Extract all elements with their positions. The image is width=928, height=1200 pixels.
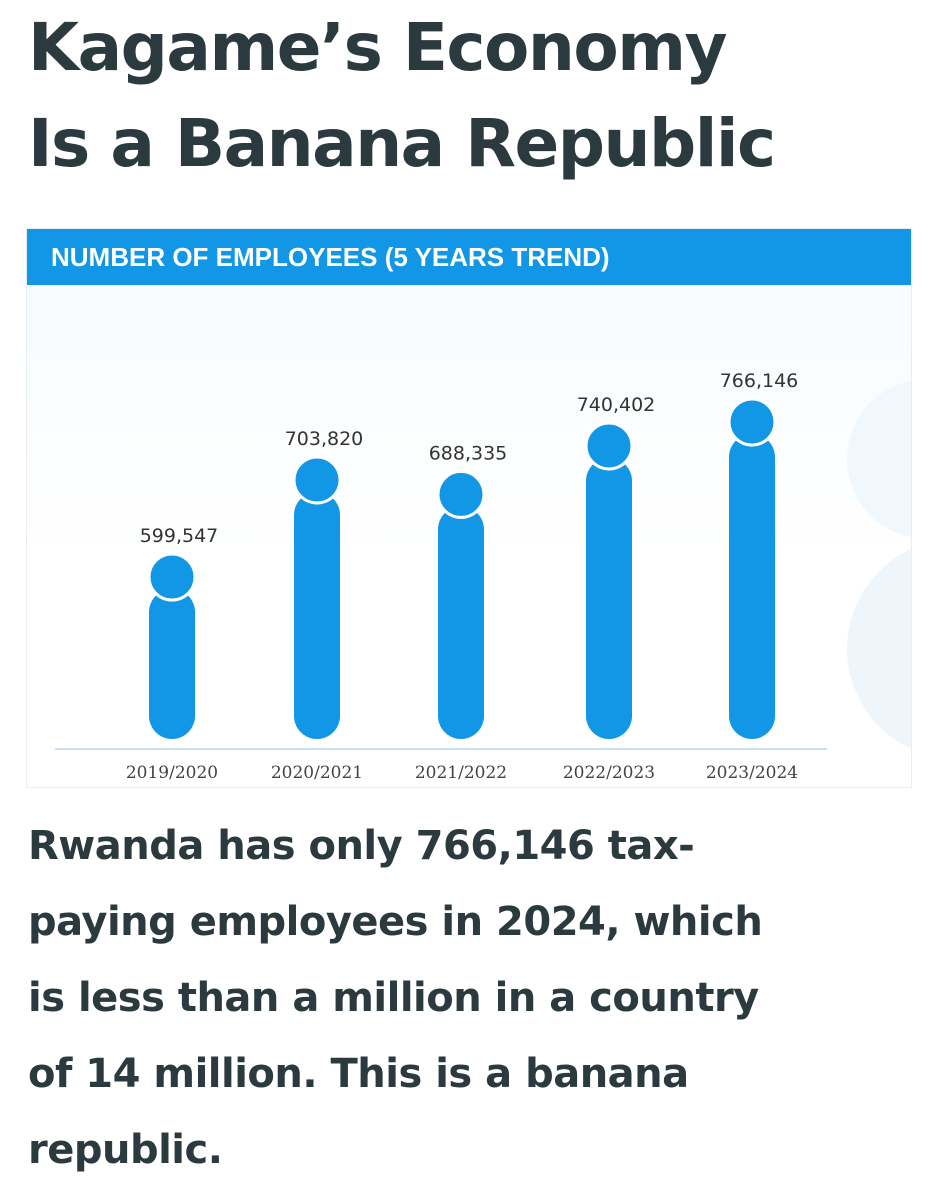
bar-cap — [147, 552, 197, 602]
bar-chart: 599,547 2019/2020 703,820 2020/2021 688,335 2… — [55, 370, 911, 783]
x-tick-label: 2022/2023 — [563, 763, 655, 783]
chart-title-banner — [27, 229, 911, 285]
x-tick-label: 2021/2022 — [415, 763, 507, 783]
body-line-3: is less than a million in a country — [28, 975, 759, 1021]
data-label: 703,820 — [285, 428, 364, 450]
bar — [438, 506, 484, 739]
data-label: 599,547 — [140, 525, 219, 547]
x-tick-label: 2023/2024 — [706, 763, 798, 783]
decor-blob — [847, 380, 911, 538]
bar-cap — [584, 421, 634, 471]
data-label: 688,335 — [429, 442, 508, 464]
chart-card: NUMBER OF EMPLOYEES (5 YEARS TREND) 599,… — [26, 228, 912, 788]
bar — [294, 491, 340, 739]
headline-line-1: Kagame’s Economy — [28, 9, 728, 86]
body-line-5: republic. — [28, 1127, 223, 1173]
bar — [149, 589, 195, 739]
x-tick-label: 2020/2021 — [271, 763, 363, 783]
body-text: Rwanda has only 766,146 tax- paying empl… — [28, 808, 908, 1188]
chart-title: NUMBER OF EMPLOYEES (5 YEARS TREND) — [51, 242, 610, 272]
bar-cap — [727, 397, 777, 447]
data-label: 766,146 — [720, 370, 799, 392]
body-line-2: paying employees in 2024, which — [28, 899, 763, 945]
x-tick-label: 2019/2020 — [126, 763, 218, 783]
bar-cap — [292, 455, 342, 505]
decor-blob — [847, 549, 911, 749]
bar — [586, 457, 632, 739]
headline-line-2: Is a Banana Republic — [28, 105, 776, 182]
headline: Kagame’s Economy Is a Banana Republic — [28, 0, 918, 192]
bar-cap — [436, 469, 486, 519]
body-line-1: Rwanda has only 766,146 tax- — [28, 823, 695, 869]
body-line-4: of 14 million. This is a banana — [28, 1051, 689, 1097]
data-label: 740,402 — [577, 394, 656, 416]
bar — [729, 434, 775, 739]
